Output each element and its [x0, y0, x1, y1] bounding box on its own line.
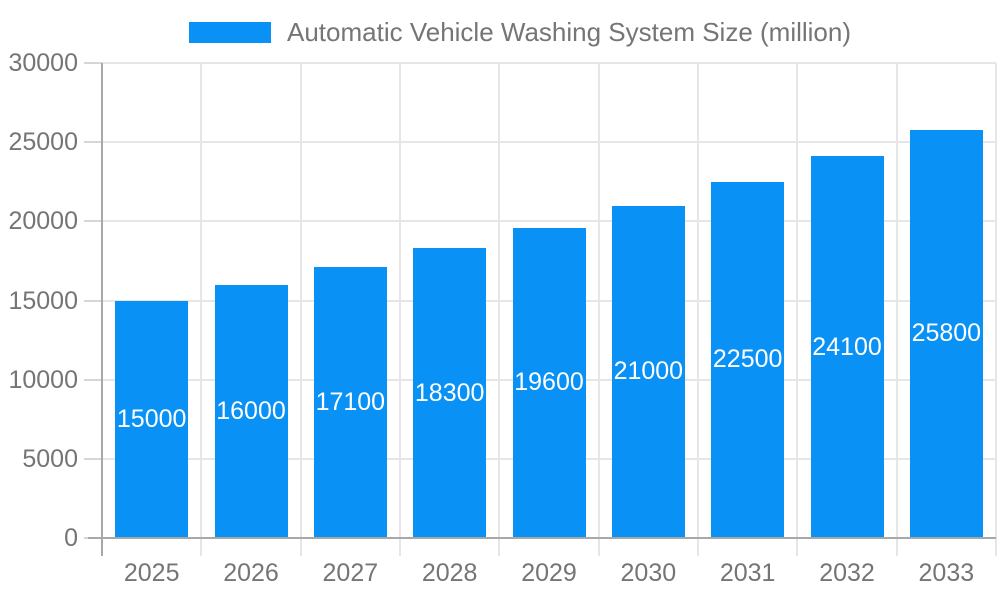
y-tick-label: 30000	[8, 49, 78, 77]
y-tick-label: 25000	[8, 128, 78, 157]
y-tick-label: 20000	[8, 207, 78, 236]
x-axis-line	[88, 537, 996, 539]
v-gridline	[399, 63, 401, 556]
bar-value-label: 19600	[514, 368, 584, 397]
x-tick-label: 2032	[819, 559, 875, 587]
y-tick	[84, 378, 102, 381]
plot-area: 0 5000 10000 15000 20000 25000 30000 15000 2025 1…	[8, 49, 997, 587]
y-tick	[84, 299, 102, 302]
y-tick-label: 15000	[8, 286, 78, 315]
bar-value-label: 22500	[712, 345, 783, 374]
bar: 22500	[711, 181, 785, 538]
v-gridline	[200, 63, 203, 556]
x-tick-label: 2028	[421, 559, 478, 587]
y-tick-label: 5000	[22, 444, 78, 473]
y-tick	[84, 62, 102, 64]
y-tick	[84, 141, 102, 144]
chart-legend: Automatic Vehicle Washing System Size (m…	[189, 17, 852, 47]
y-tick	[84, 457, 102, 460]
bar: 17100	[313, 267, 387, 538]
legend-label: Automatic Vehicle Washing System Size (m…	[287, 17, 852, 47]
x-tick-label: 2026	[223, 559, 279, 587]
bar-value-label: 21000	[613, 357, 684, 386]
v-gridline	[796, 63, 799, 556]
v-gridline	[498, 63, 501, 556]
x-tick-label: 2031	[719, 559, 776, 587]
bar: 16000	[214, 284, 288, 538]
x-tick-label: 2029	[521, 559, 577, 587]
v-gridline	[995, 63, 997, 556]
v-gridline	[597, 63, 600, 556]
bar: 21000	[611, 205, 685, 538]
y-tick-label: 0	[64, 524, 78, 552]
h-gridline	[102, 62, 996, 64]
bar: 19600	[512, 227, 586, 538]
y-axis-line	[101, 63, 103, 556]
bar-value-label: 25800	[911, 319, 982, 348]
v-gridline	[895, 63, 898, 556]
v-gridline	[299, 63, 302, 556]
bar: 18300	[413, 248, 487, 538]
h-gridline	[102, 220, 996, 223]
x-tick-label: 2025	[123, 559, 180, 587]
bar: 24100	[810, 156, 884, 538]
bar-value-label: 18300	[414, 378, 485, 407]
x-tick-label: 2027	[322, 559, 379, 587]
bar: 15000	[115, 300, 189, 538]
bar-value-label: 16000	[216, 396, 286, 425]
v-gridline	[697, 63, 699, 556]
bar: 25800	[909, 129, 983, 538]
y-tick	[84, 220, 102, 223]
bar-value-label: 24100	[812, 332, 882, 361]
x-tick-label: 2033	[918, 559, 975, 587]
x-tick-label: 2030	[620, 559, 677, 587]
bar-value-label: 17100	[315, 388, 386, 417]
legend-swatch	[189, 22, 271, 43]
y-tick-label: 10000	[8, 365, 78, 394]
h-gridline	[102, 141, 996, 144]
bar-value-label: 15000	[116, 404, 187, 433]
